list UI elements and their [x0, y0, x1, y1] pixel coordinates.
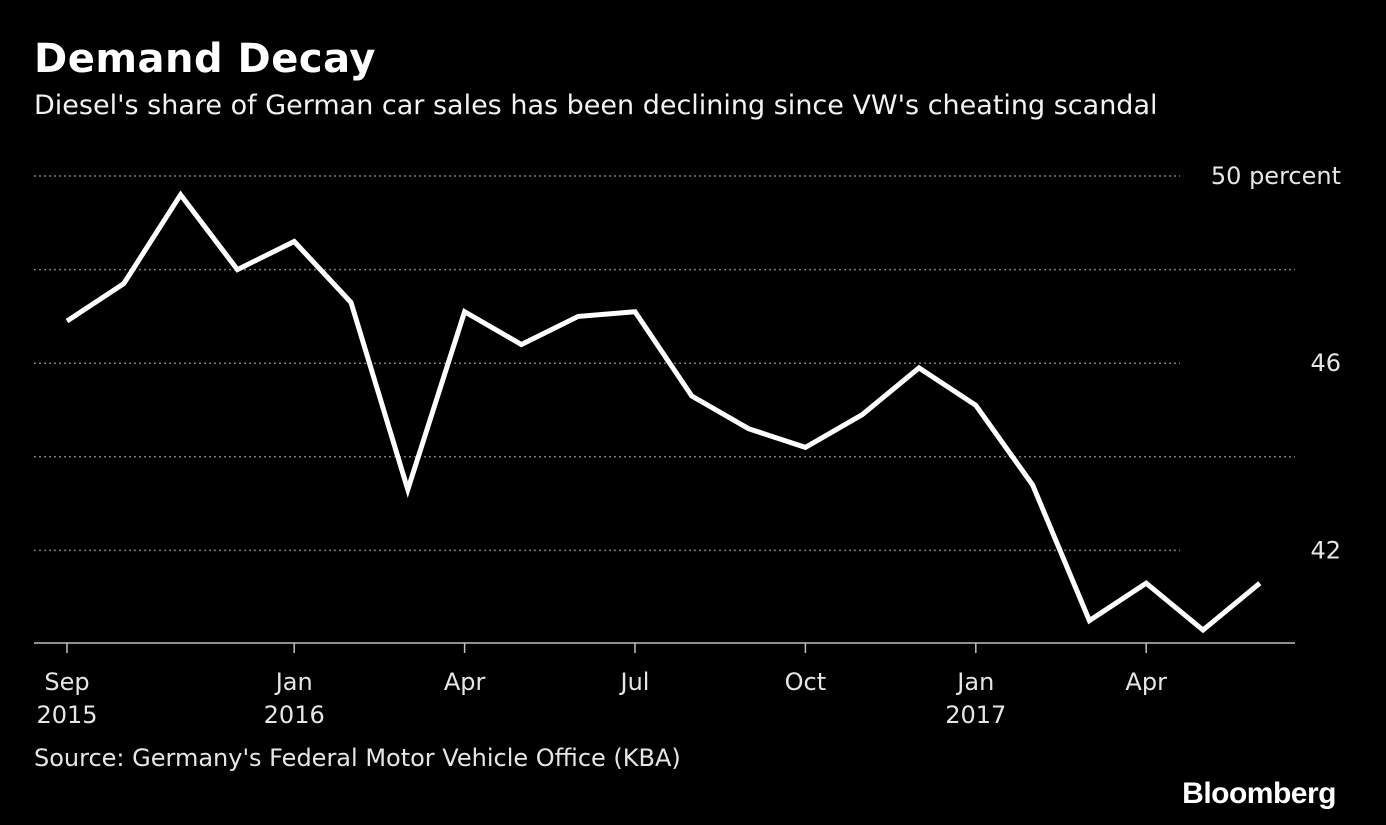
source-note: Source: Germany's Federal Motor Vehicle … — [34, 744, 681, 772]
x-tick-label: Sep — [44, 668, 89, 696]
y-tick-label: 46 — [1310, 349, 1341, 377]
x-tick-label: Apr — [444, 668, 486, 696]
y-axis-tick-labels: 50 percent 46 42 — [1211, 162, 1341, 564]
y-tick-label: 50 percent — [1211, 162, 1341, 190]
bloomberg-logo: Bloomberg — [1182, 777, 1336, 810]
x-tick-year-label: 2016 — [264, 701, 325, 729]
x-tick-label: Jul — [619, 668, 650, 696]
x-tick-label: Oct — [785, 668, 827, 696]
y-tick-label: 42 — [1310, 536, 1341, 564]
x-tick-label: Apr — [1125, 668, 1167, 696]
x-tick-year-label: 2015 — [36, 701, 97, 729]
chart-title: Demand Decay — [34, 36, 376, 82]
grid-lines — [34, 175, 1295, 552]
series-line-diesel-share — [65, 190, 1262, 634]
x-axis — [34, 642, 1295, 653]
x-axis-tick-labels: Sep 2015 Jan 2016 Apr Jul Oct Jan 2017 Apr — [36, 668, 1167, 729]
x-tick-label: Jan — [955, 668, 994, 696]
x-tick-label: Jan — [274, 668, 313, 696]
series-layer — [65, 190, 1262, 634]
x-tick-year-label: 2017 — [945, 701, 1006, 729]
chart-subtitle: Diesel's share of German car sales has b… — [34, 90, 1158, 121]
